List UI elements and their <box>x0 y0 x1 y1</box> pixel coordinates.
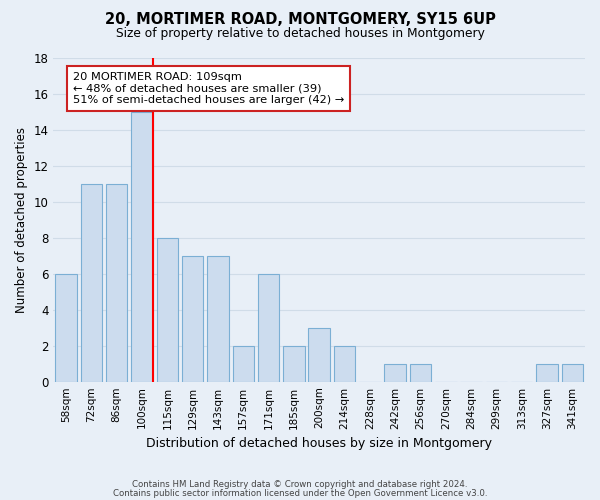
Bar <box>233 346 254 382</box>
Bar <box>334 346 355 382</box>
Text: Size of property relative to detached houses in Montgomery: Size of property relative to detached ho… <box>116 28 484 40</box>
Bar <box>131 112 153 382</box>
Bar <box>106 184 127 382</box>
Text: 20, MORTIMER ROAD, MONTGOMERY, SY15 6UP: 20, MORTIMER ROAD, MONTGOMERY, SY15 6UP <box>104 12 496 28</box>
Bar <box>385 364 406 382</box>
Bar <box>157 238 178 382</box>
Bar <box>410 364 431 382</box>
Y-axis label: Number of detached properties: Number of detached properties <box>15 126 28 312</box>
Text: 20 MORTIMER ROAD: 109sqm
← 48% of detached houses are smaller (39)
51% of semi-d: 20 MORTIMER ROAD: 109sqm ← 48% of detach… <box>73 72 344 105</box>
Bar <box>283 346 305 382</box>
Bar <box>258 274 280 382</box>
Bar <box>80 184 102 382</box>
Bar <box>308 328 330 382</box>
Text: Contains public sector information licensed under the Open Government Licence v3: Contains public sector information licen… <box>113 488 487 498</box>
Bar <box>536 364 558 382</box>
Text: Contains HM Land Registry data © Crown copyright and database right 2024.: Contains HM Land Registry data © Crown c… <box>132 480 468 489</box>
X-axis label: Distribution of detached houses by size in Montgomery: Distribution of detached houses by size … <box>146 437 492 450</box>
Bar <box>182 256 203 382</box>
Bar <box>562 364 583 382</box>
Bar <box>55 274 77 382</box>
Bar <box>207 256 229 382</box>
